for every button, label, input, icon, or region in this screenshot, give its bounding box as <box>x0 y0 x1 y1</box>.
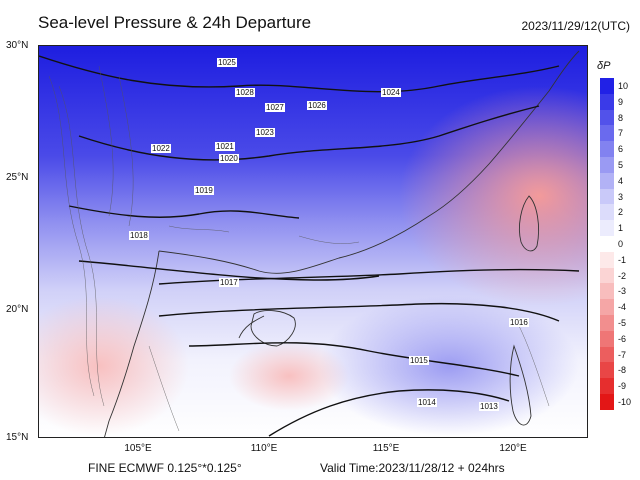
pressure-map: 1025 1024 1026 1027 1028 1023 1022 1021 … <box>38 45 588 438</box>
colorbar-label: -5 <box>618 317 627 328</box>
isobar-label: 1016 <box>509 318 529 327</box>
isobar-label: 1014 <box>417 398 437 407</box>
pressure-fall-area-center <box>229 341 349 411</box>
colorbar-cell <box>600 93 614 110</box>
isobar-label: 1018 <box>129 231 149 240</box>
colorbar-label: -1 <box>618 254 627 265</box>
isobar-label: 1020 <box>219 154 239 163</box>
pressure-fall-area-northeast <box>399 86 587 306</box>
colorbar-label: 9 <box>618 96 624 107</box>
isobar-label: 1028 <box>235 88 255 97</box>
colorbar-cell <box>600 378 614 394</box>
colorbar-cell <box>600 330 614 347</box>
isobar-label: 1015 <box>409 356 429 365</box>
colorbar-cell <box>600 346 614 363</box>
colorbar-label: -8 <box>618 365 627 376</box>
isobar-label: 1019 <box>194 186 214 195</box>
colorbar-label: 0 <box>618 238 624 249</box>
luzon-island <box>509 344 532 426</box>
lon-label: 115°E <box>372 443 400 454</box>
colorbar-cell <box>600 78 614 94</box>
chart-title: Sea-level Pressure & 24h Departure <box>38 13 312 32</box>
colorbar-cell <box>600 204 614 221</box>
colorbar-cell <box>600 362 614 379</box>
valid-time-label: Valid Time:2023/11/28/12 + 024hrs <box>320 461 505 475</box>
isobar-label: 1026 <box>307 101 327 110</box>
lat-label: 25°N <box>6 172 29 183</box>
colorbar-cell <box>600 156 614 173</box>
colorbar-cell <box>600 141 614 157</box>
colorbar <box>600 78 614 410</box>
colorbar-label: -7 <box>618 349 627 360</box>
colorbar-cell <box>600 251 614 268</box>
isobar-label: 1017 <box>219 278 239 287</box>
colorbar-label: 3 <box>618 191 624 202</box>
colorbar-label: -6 <box>618 333 627 344</box>
colorbar-label: 8 <box>618 112 624 123</box>
colorbar-label: 7 <box>618 128 624 139</box>
lon-label: 110°E <box>250 443 278 454</box>
lon-label: 120°E <box>499 443 527 454</box>
map-canvas <box>39 46 587 437</box>
colorbar-cell <box>600 283 614 300</box>
colorbar-cell <box>600 235 614 252</box>
colorbar-cell <box>600 188 614 205</box>
lat-label: 30°N <box>6 40 29 51</box>
isobar-label: 1022 <box>151 144 171 153</box>
colorbar-cell <box>600 393 614 410</box>
pressure-rise-area-south <box>319 296 579 436</box>
lat-label: 20°N <box>6 304 29 315</box>
colorbar-label: -2 <box>618 270 627 281</box>
isobars <box>39 55 580 437</box>
colorbar-label: 1 <box>618 223 624 234</box>
colorbar-cell <box>600 109 614 126</box>
hainan-island <box>250 310 296 347</box>
colorbar-title: δP <box>597 60 611 72</box>
colorbar-label: 6 <box>618 144 624 155</box>
colorbar-label: 5 <box>618 159 624 170</box>
taiwan-island <box>518 195 540 252</box>
lon-label: 105°E <box>124 443 152 454</box>
colorbar-cell <box>600 125 614 142</box>
colorbar-label: -4 <box>618 302 627 313</box>
pressure-fall-area-southwest <box>39 296 189 436</box>
isobar-label: 1025 <box>217 58 237 67</box>
colorbar-label: 4 <box>618 175 624 186</box>
colorbar-label: 2 <box>618 207 624 218</box>
lat-label: 15°N <box>6 432 29 443</box>
terrain-contours <box>48 65 550 432</box>
isobar-label: 1021 <box>215 142 235 151</box>
isobar-label: 1027 <box>265 103 285 112</box>
coastline <box>104 50 580 437</box>
colorbar-cell <box>600 172 614 189</box>
isobar-label: 1013 <box>479 402 499 411</box>
colorbar-cell <box>600 220 614 236</box>
isobar-label: 1023 <box>255 128 275 137</box>
colorbar-label: -10 <box>618 396 632 407</box>
analysis-time: 2023/11/29/12(UTC) <box>521 19 630 33</box>
colorbar-cell <box>600 314 614 331</box>
colorbar-label: 10 <box>618 80 629 91</box>
colorbar-cell <box>600 299 614 315</box>
isobar-label: 1024 <box>381 88 401 97</box>
colorbar-label: -3 <box>618 286 627 297</box>
colorbar-cell <box>600 267 614 284</box>
model-label: FINE ECMWF 0.125°*0.125° <box>88 461 242 475</box>
colorbar-label: -9 <box>618 381 627 392</box>
